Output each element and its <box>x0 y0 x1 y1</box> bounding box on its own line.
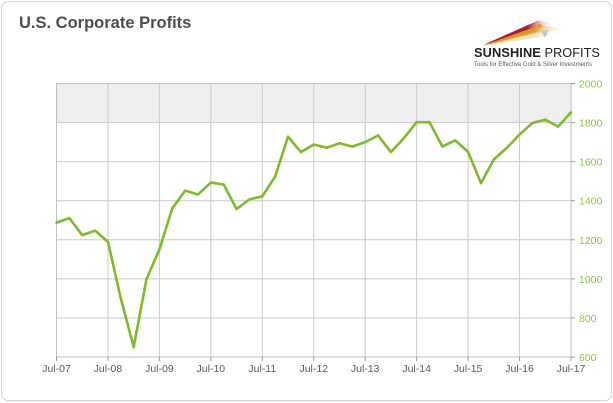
svg-text:Jul-10: Jul-10 <box>197 363 226 375</box>
svg-text:1600: 1600 <box>579 157 603 169</box>
svg-text:1400: 1400 <box>579 196 603 208</box>
svg-text:Jul-14: Jul-14 <box>402 363 431 375</box>
svg-text:Jul-15: Jul-15 <box>454 363 483 375</box>
svg-text:2000: 2000 <box>579 79 603 91</box>
svg-text:Jul-07: Jul-07 <box>42 363 71 375</box>
svg-text:Jul-17: Jul-17 <box>557 363 586 375</box>
svg-text:Jul-08: Jul-08 <box>94 363 123 375</box>
svg-text:1800: 1800 <box>579 118 603 130</box>
svg-text:1200: 1200 <box>579 235 603 247</box>
svg-text:1000: 1000 <box>579 274 603 286</box>
svg-text:Jul-16: Jul-16 <box>505 363 534 375</box>
svg-text:Jul-13: Jul-13 <box>351 363 380 375</box>
svg-text:Jul-12: Jul-12 <box>299 363 328 375</box>
svg-text:600: 600 <box>579 352 597 364</box>
svg-text:800: 800 <box>579 313 597 325</box>
svg-text:Jul-11: Jul-11 <box>248 363 276 375</box>
svg-text:Jul-09: Jul-09 <box>145 363 174 375</box>
